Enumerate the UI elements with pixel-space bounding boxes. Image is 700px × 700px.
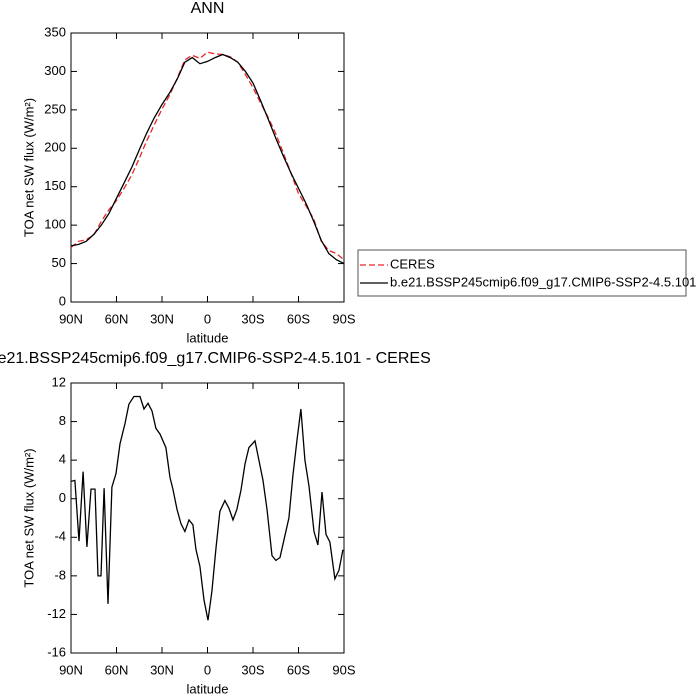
plot-frame bbox=[70, 382, 345, 654]
series-line bbox=[70, 53, 345, 265]
y-tick-label: 50 bbox=[52, 255, 66, 270]
y-tick-label: -8 bbox=[54, 567, 66, 582]
y-tick-label: 0 bbox=[59, 490, 66, 505]
y-tick-label: -16 bbox=[47, 644, 66, 659]
y-tick-label: 250 bbox=[44, 101, 66, 116]
x-tick-label: 90N bbox=[59, 662, 83, 677]
chart-title: ANN bbox=[191, 0, 225, 17]
x-tick-label: 60N bbox=[105, 311, 129, 326]
x-tick-label: 30S bbox=[241, 662, 264, 677]
y-tick-label: 350 bbox=[44, 24, 66, 39]
x-tick-label: 60N bbox=[105, 662, 129, 677]
y-tick-label: 8 bbox=[59, 413, 66, 428]
y-tick-label: 200 bbox=[44, 140, 66, 155]
x-tick-label: 0 bbox=[204, 311, 211, 326]
legend-label: CERES bbox=[390, 256, 435, 271]
y-tick-label: -4 bbox=[54, 529, 66, 544]
chart-title: b.e21.BSSP245cmip6.f09_g17.CMIP6-SSP2-4.… bbox=[0, 350, 431, 367]
x-axis-label: latitude bbox=[187, 681, 229, 696]
x-tick-label: 90S bbox=[332, 311, 355, 326]
y-tick-label: 100 bbox=[44, 217, 66, 232]
series-line bbox=[70, 395, 344, 621]
y-tick-label: 4 bbox=[59, 452, 66, 467]
x-tick-label: 60S bbox=[287, 311, 310, 326]
legend-box bbox=[357, 249, 687, 297]
y-tick-label: 150 bbox=[44, 178, 66, 193]
x-tick-label: 30S bbox=[241, 311, 264, 326]
plot-frame bbox=[70, 32, 345, 303]
x-axis-label: latitude bbox=[187, 330, 229, 345]
legend-label: b.e21.BSSP245cmip6.f09_g17.CMIP6-SSP2-4.… bbox=[390, 274, 696, 289]
x-tick-label: 0 bbox=[204, 662, 211, 677]
x-tick-label: 90S bbox=[332, 662, 355, 677]
x-tick-label: 30N bbox=[150, 311, 174, 326]
y-tick-label: -12 bbox=[47, 606, 66, 621]
y-axis-label: TOA net SW flux (W/m²) bbox=[21, 98, 36, 237]
x-tick-label: 90N bbox=[59, 311, 83, 326]
y-tick-label: 12 bbox=[52, 374, 66, 389]
y-axis-label: TOA net SW flux (W/m²) bbox=[21, 448, 36, 587]
x-tick-label: 60S bbox=[287, 662, 310, 677]
series-line bbox=[70, 51, 345, 261]
y-tick-label: 300 bbox=[44, 63, 66, 78]
y-tick-label: 0 bbox=[59, 293, 66, 308]
x-tick-label: 30N bbox=[150, 662, 174, 677]
